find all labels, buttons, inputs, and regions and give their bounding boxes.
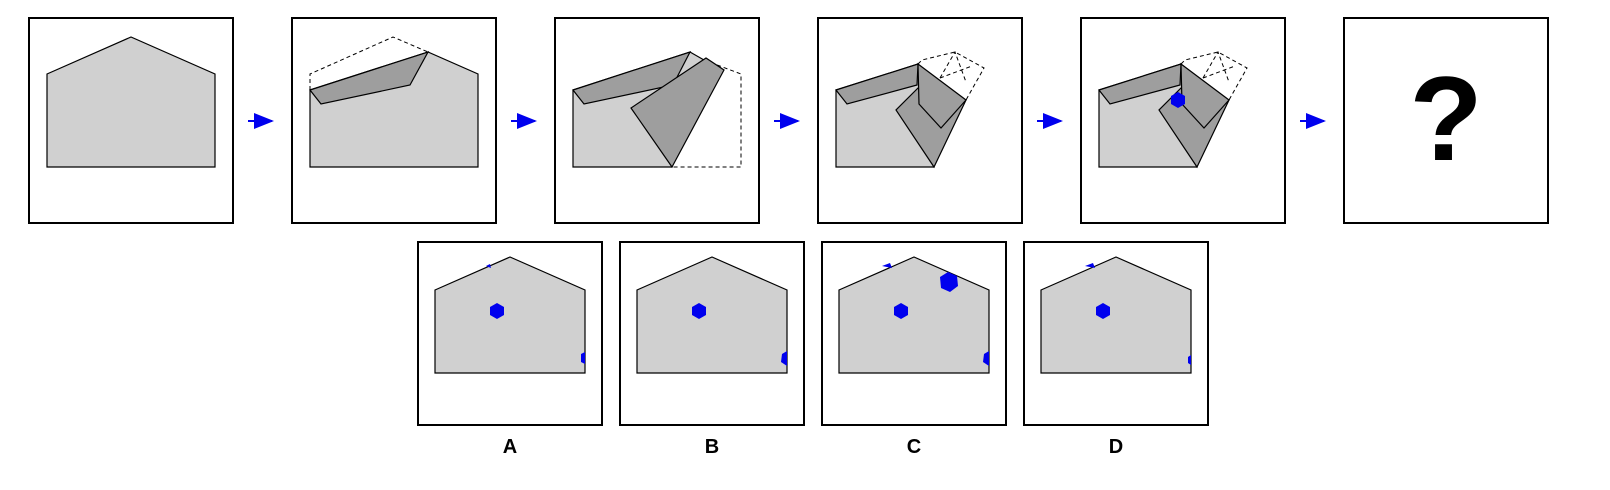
folded-away-outline bbox=[309, 36, 429, 90]
option-label: C bbox=[907, 436, 921, 458]
folded-away-outline bbox=[1202, 65, 1236, 79]
step-2-panel bbox=[291, 17, 497, 224]
folded-flap bbox=[834, 63, 919, 105]
step-1-panel bbox=[28, 17, 234, 224]
paper-shape bbox=[636, 256, 788, 374]
hexagon-hole-icon bbox=[692, 303, 706, 319]
option-label: B bbox=[705, 436, 719, 458]
folded-flap bbox=[308, 50, 430, 105]
hexagon-hole-icon bbox=[1171, 92, 1185, 108]
option-label: A bbox=[503, 436, 517, 458]
hexagon-hole-icon bbox=[894, 303, 908, 319]
folded-flap bbox=[630, 57, 725, 169]
folded-away-outline bbox=[939, 50, 967, 83]
question-mark: ? bbox=[1409, 52, 1482, 186]
hexagon-hole-icon bbox=[1188, 355, 1191, 365]
folded-flap bbox=[917, 62, 967, 129]
step-5-panel bbox=[1080, 17, 1286, 224]
step-4-panel bbox=[817, 17, 1023, 224]
hexagon-hole-icon bbox=[490, 303, 504, 319]
hexagon-hole-icon bbox=[983, 351, 989, 366]
option-b[interactable]: B bbox=[619, 241, 805, 458]
hexagon-hole-icon bbox=[1096, 303, 1110, 319]
folded-away-outline bbox=[1202, 50, 1230, 83]
folded-flap bbox=[1097, 63, 1182, 105]
hexagon-hole-icon bbox=[940, 272, 958, 292]
hexagon-hole-icon bbox=[1085, 263, 1095, 268]
option-c[interactable]: C bbox=[821, 241, 1007, 458]
paper-shape bbox=[1040, 256, 1192, 374]
question-panel: ? bbox=[1343, 17, 1549, 224]
hexagon-hole-icon bbox=[581, 352, 585, 364]
folded-flap bbox=[1180, 62, 1230, 129]
folded-away-outline bbox=[672, 59, 742, 168]
step-3-panel bbox=[554, 17, 760, 224]
hexagon-hole-icon bbox=[781, 351, 787, 366]
paper-shape bbox=[46, 36, 216, 168]
option-label: D bbox=[1109, 436, 1123, 458]
paper-shape bbox=[434, 256, 586, 374]
option-a[interactable]: A bbox=[417, 241, 603, 458]
option-d[interactable]: D bbox=[1023, 241, 1209, 458]
hexagon-hole-icon bbox=[882, 263, 892, 268]
hexagon-hole-icon bbox=[486, 264, 491, 268]
folded-away-outline bbox=[939, 65, 973, 79]
folded-away-outline bbox=[1180, 51, 1248, 101]
folded-away-outline bbox=[917, 51, 985, 101]
